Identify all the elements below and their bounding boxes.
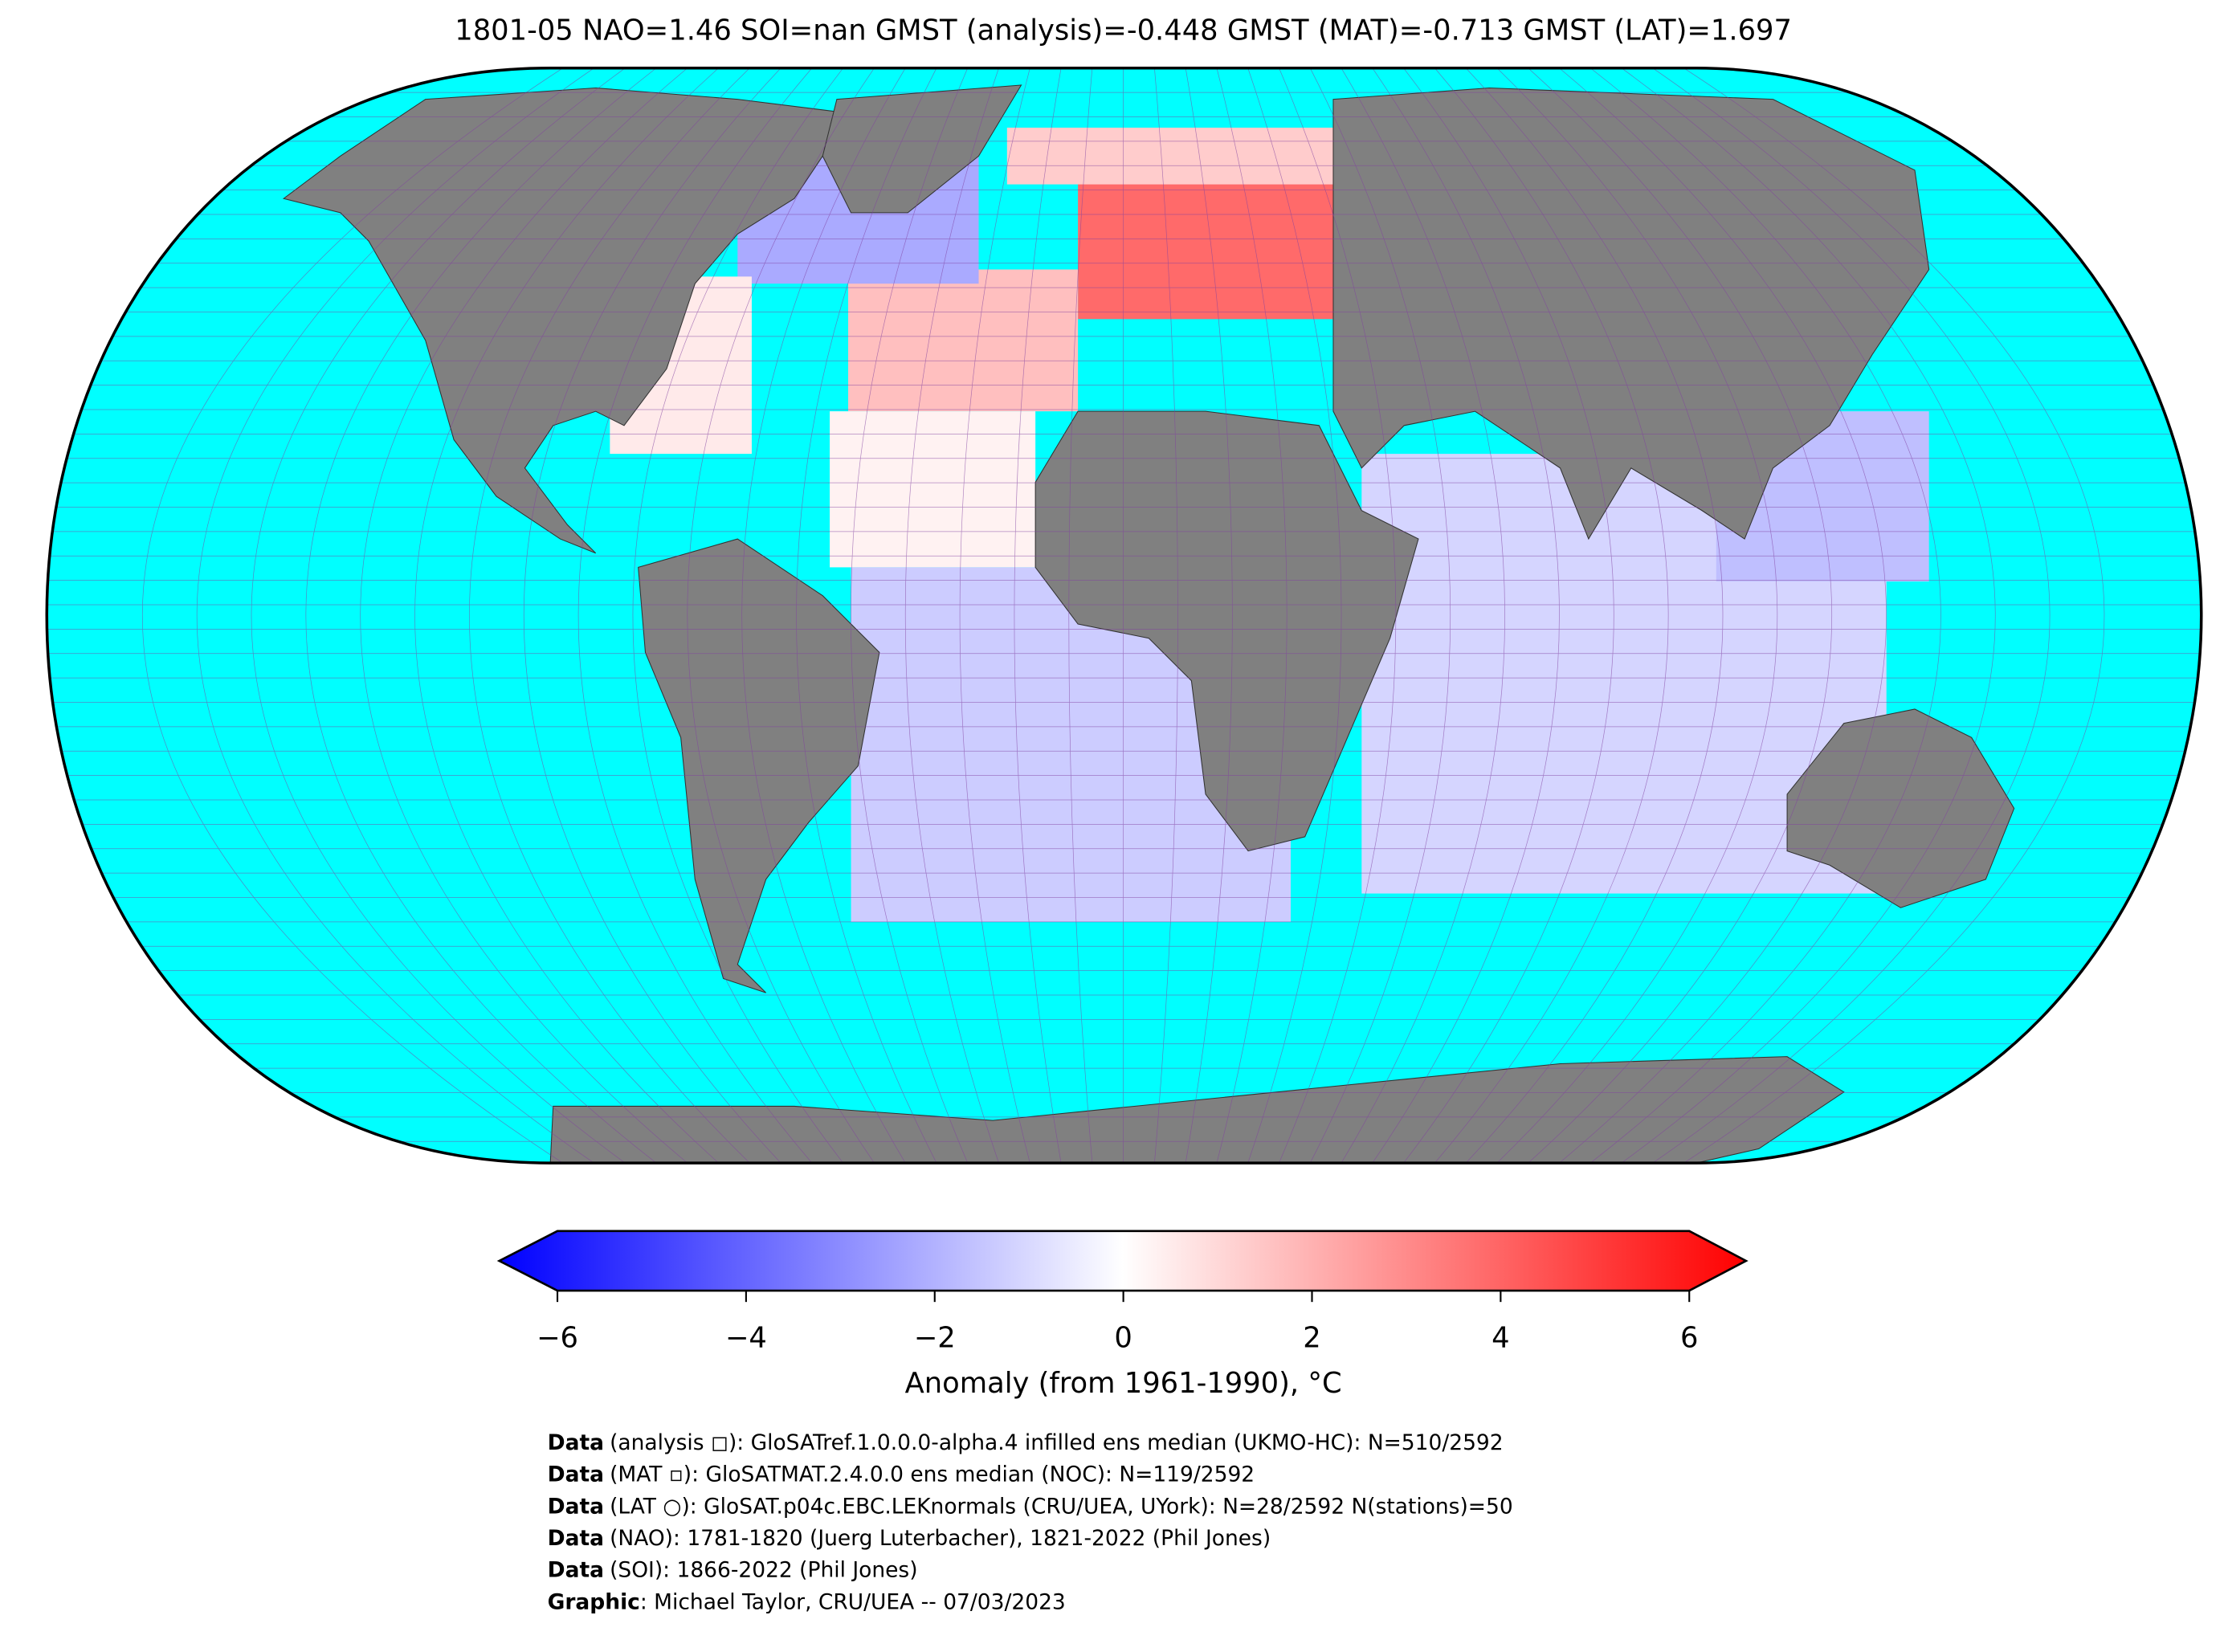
meridian: [360, 67, 688, 1164]
credit-bold: Data: [548, 1462, 604, 1487]
meridian: [1465, 67, 1724, 1164]
land: [282, 84, 2015, 1164]
anomaly-cell: [830, 411, 1036, 568]
meridian: [142, 67, 563, 1164]
meridian: [1216, 67, 1287, 1164]
credit-text: (analysis ◻): GloSATref.1.0.0.0-alpha.4 …: [610, 1430, 1504, 1455]
asia: [1332, 87, 1930, 540]
colorbar-tick-label: −6: [537, 1322, 578, 1355]
antarctica: [549, 1056, 1845, 1164]
colorbar-label: Anomaly (from 1961-1990), °C: [905, 1367, 1342, 1400]
meridian: [1279, 67, 1397, 1164]
colorbar-tick-label: 6: [1680, 1322, 1698, 1355]
anomaly-cell: [1078, 177, 1341, 320]
meridian: [959, 67, 1030, 1164]
meridian: [904, 67, 999, 1164]
credit-line: Data (MAT ▫): GloSATMAT.2.4.0.0 ens media…: [548, 1462, 1255, 1487]
credit-bold: Data: [548, 1430, 604, 1455]
colorbar-tick-label: 4: [1492, 1322, 1509, 1355]
credit-line: Graphic: Michael Taylor, CRU/UEA -- 07/0…: [548, 1589, 1066, 1614]
meridian: [1014, 67, 1062, 1164]
credits: Data (analysis ◻): GloSATref.1.0.0.0-alph…: [548, 1430, 1513, 1615]
map-border: [45, 67, 2203, 1165]
meridian: [1154, 67, 1178, 1164]
meridian: [1309, 67, 1451, 1164]
credit-line: Data (analysis ◻): GloSATref.1.0.0.0-alph…: [548, 1430, 1504, 1455]
anomaly-cell: [1006, 127, 1333, 185]
meridian: [1652, 67, 2051, 1164]
meridian: [577, 67, 813, 1164]
meridian: [1372, 67, 1560, 1164]
meridian: [1247, 67, 1342, 1164]
credit-bold: Data: [548, 1526, 604, 1551]
meridian: [1621, 67, 1996, 1164]
colorbar-tick-label: −4: [725, 1322, 767, 1355]
credit-line: Data (LAT ○): GloSAT.p04c.EBC.LEKnormals …: [548, 1494, 1513, 1519]
credit-text: (MAT ▫): GloSATMAT.2.4.0.0 ens median (N…: [610, 1462, 1255, 1487]
meridian: [414, 67, 719, 1164]
credit-text: (SOI): 1866-2022 (Phil Jones): [610, 1558, 917, 1583]
meridian: [687, 67, 875, 1164]
credit-text: : Michael Taylor, CRU/UEA -- 07/03/2023: [640, 1589, 1066, 1614]
meridian: [796, 67, 937, 1164]
meridian: [196, 67, 594, 1164]
meridian: [1068, 67, 1093, 1164]
meridian: [523, 67, 781, 1164]
credit-text: (LAT ○): GloSAT.p04c.EBC.LEKnormals (CRU…: [610, 1494, 1513, 1519]
graticule: [47, 67, 2202, 1164]
credit-line: Data (SOI): 1866-2022 (Phil Jones): [548, 1558, 918, 1583]
colorbar-tick-label: 2: [1303, 1322, 1320, 1355]
title: 1801-05 NAO=1.46 SOI=nan GMST (analysis)…: [455, 14, 1792, 47]
credit-bold: Data: [548, 1558, 604, 1583]
colorbar: [496, 1230, 1749, 1292]
meridian: [1185, 67, 1233, 1164]
meridian: [1496, 67, 1778, 1164]
credit-line: Data (NAO): 1781-1820 (Juerg Luterbacher)…: [548, 1526, 1271, 1551]
anomaly-cell: [848, 269, 1079, 412]
colorbar-tick-label: −2: [914, 1322, 956, 1355]
north-america: [282, 87, 852, 554]
meridian: [305, 67, 657, 1164]
meridian: [1403, 67, 1614, 1164]
meridian: [1683, 67, 2105, 1164]
meridian: [251, 67, 626, 1164]
meridian: [741, 67, 906, 1164]
meridian: [1341, 67, 1505, 1164]
australia: [1786, 708, 2015, 908]
colorbar-axis: −6 −4 −2 0 2 4 6: [537, 1291, 1698, 1355]
africa: [1034, 410, 1419, 852]
credit-text: (NAO): 1781-1820 (Juerg Luterbacher), 18…: [610, 1526, 1271, 1551]
credit-bold: Graphic: [548, 1589, 640, 1614]
meridian: [1434, 67, 1669, 1164]
meridian: [1559, 67, 1887, 1164]
meridian: [851, 67, 969, 1164]
meridian: [632, 67, 843, 1164]
meridian: [1589, 67, 1941, 1164]
meridian: [1528, 67, 1832, 1164]
colorbar-tick-label: 0: [1114, 1322, 1132, 1355]
meridian: [469, 67, 750, 1164]
credit-bold: Data: [548, 1494, 604, 1519]
